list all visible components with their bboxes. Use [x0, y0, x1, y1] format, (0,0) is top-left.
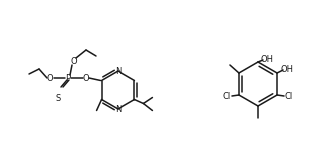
Text: S: S — [55, 93, 61, 102]
Text: OH: OH — [260, 54, 273, 64]
Text: P: P — [65, 74, 71, 83]
Text: Cl: Cl — [285, 91, 293, 100]
Text: OH: OH — [281, 65, 294, 74]
Text: O: O — [83, 74, 89, 83]
Text: Cl: Cl — [223, 91, 231, 100]
Text: N: N — [115, 67, 121, 76]
Text: N: N — [115, 105, 121, 114]
Text: O: O — [47, 74, 53, 83]
Text: O: O — [71, 56, 77, 66]
